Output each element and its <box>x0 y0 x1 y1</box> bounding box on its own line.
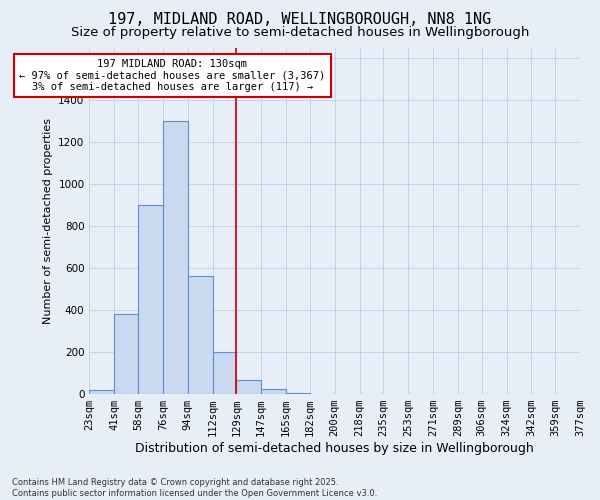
Text: Contains HM Land Registry data © Crown copyright and database right 2025.
Contai: Contains HM Land Registry data © Crown c… <box>12 478 377 498</box>
Text: 197, MIDLAND ROAD, WELLINGBOROUGH, NN8 1NG: 197, MIDLAND ROAD, WELLINGBOROUGH, NN8 1… <box>109 12 491 28</box>
Bar <box>89 390 114 394</box>
Bar <box>261 389 286 394</box>
Text: Size of property relative to semi-detached houses in Wellingborough: Size of property relative to semi-detach… <box>71 26 529 39</box>
Bar <box>114 314 138 394</box>
Text: 197 MIDLAND ROAD: 130sqm
← 97% of semi-detached houses are smaller (3,367)
3% of: 197 MIDLAND ROAD: 130sqm ← 97% of semi-d… <box>19 59 326 92</box>
Bar <box>138 205 163 394</box>
Y-axis label: Number of semi-detached properties: Number of semi-detached properties <box>43 118 53 324</box>
Bar <box>236 380 261 394</box>
Bar <box>212 352 236 394</box>
Bar <box>286 393 310 394</box>
Bar <box>188 276 212 394</box>
X-axis label: Distribution of semi-detached houses by size in Wellingborough: Distribution of semi-detached houses by … <box>135 442 534 455</box>
Bar <box>163 121 188 394</box>
